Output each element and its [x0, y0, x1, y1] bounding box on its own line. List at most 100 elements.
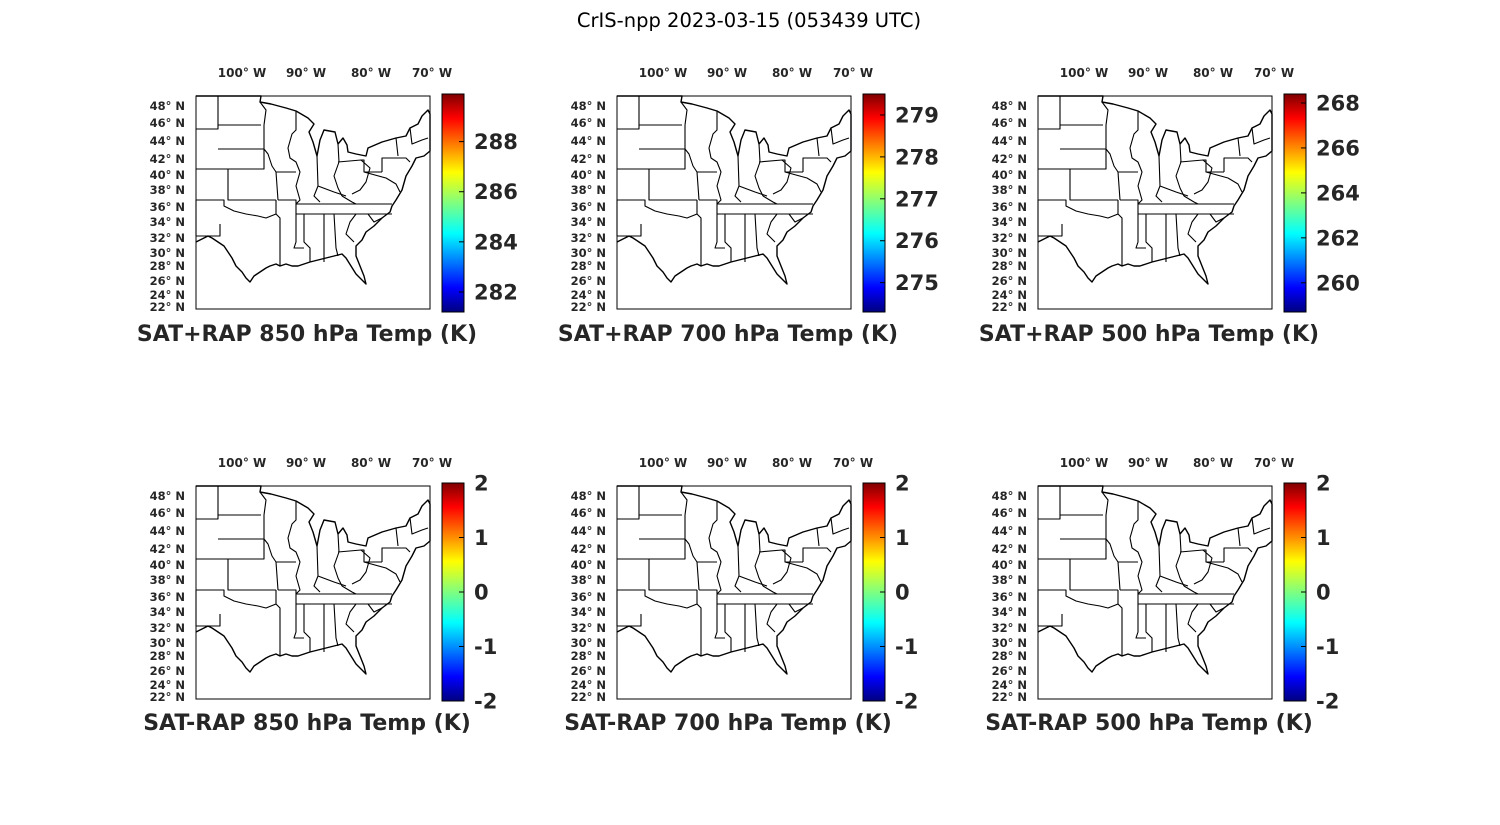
latitude-tick-label: 42° N: [992, 542, 1027, 556]
latitude-tick-label: 48° N: [150, 99, 185, 113]
latitude-tick-label: 44° N: [571, 134, 606, 148]
colorbar-tick-label: 286: [474, 180, 518, 204]
longitude-tick-label: 80° W: [1193, 456, 1233, 470]
latitude-tick-label: 40° N: [571, 168, 606, 182]
latitude-tick-label: 36° N: [992, 200, 1027, 214]
map-panel: 100° W 90° W 80° W 70° W 48° N 46° N 44° N 42° …: [137, 66, 518, 347]
latitude-tick-label: 24° N: [992, 288, 1027, 302]
colorbar-tick-label: 1: [895, 526, 910, 550]
longitude-tick-label: 100° W: [218, 66, 266, 80]
latitude-tick-label: 34° N: [571, 605, 606, 619]
colorbar-tick-label: 262: [1316, 226, 1360, 250]
latitude-tick-label: 48° N: [571, 489, 606, 503]
figure-title: CrIS-npp 2023-03-15 (053439 UTC): [577, 9, 921, 32]
latitude-tick-label: 34° N: [150, 605, 185, 619]
colorbar-tick-label: 1: [1316, 526, 1331, 550]
map-panel: 100° W 90° W 80° W 70° W 48° N 46° N 44° N 42° …: [979, 66, 1360, 347]
latitude-tick-label: 46° N: [150, 506, 185, 520]
latitude-tick-label: 24° N: [150, 288, 185, 302]
latitude-tick-label: 28° N: [571, 259, 606, 273]
map-frame: [1037, 95, 1273, 310]
colorbar-tick-label: 277: [895, 187, 939, 211]
latitude-tick-label: 32° N: [571, 621, 606, 635]
latitude-tick-label: 36° N: [571, 200, 606, 214]
colorbar: [862, 93, 886, 313]
longitude-tick-label: 80° W: [351, 66, 391, 80]
latitude-tick-label: 42° N: [992, 152, 1027, 166]
panel-title: SAT-RAP 700 hPa Temp (K): [564, 711, 892, 736]
latitude-tick-label: 36° N: [992, 590, 1027, 604]
map-frame: [616, 95, 852, 310]
panel-title: SAT-RAP 850 hPa Temp (K): [143, 711, 471, 736]
latitude-tick-label: 44° N: [150, 134, 185, 148]
latitude-tick-label: 38° N: [992, 573, 1027, 587]
latitude-tick-label: 30° N: [571, 636, 606, 650]
latitude-tick-label: 32° N: [150, 621, 185, 635]
latitude-tick-label: 40° N: [150, 558, 185, 572]
map-panel: 100° W 90° W 80° W 70° W 48° N 46° N 44° N 42° …: [564, 456, 918, 736]
longitude-tick-label: 100° W: [1060, 456, 1108, 470]
latitude-tick-label: 40° N: [571, 558, 606, 572]
colorbar-tick-label: -1: [474, 635, 497, 659]
colorbar-tick-label: 275: [895, 271, 939, 295]
panel-title: SAT+RAP 500 hPa Temp (K): [979, 322, 1319, 347]
latitude-tick-label: 44° N: [992, 134, 1027, 148]
latitude-tick-label: 36° N: [150, 200, 185, 214]
latitude-tick-label: 28° N: [992, 649, 1027, 663]
latitude-tick-label: 32° N: [150, 231, 185, 245]
colorbar-tick-label: 2: [474, 472, 489, 496]
longitude-tick-label: 90° W: [286, 456, 326, 470]
longitude-tick-label: 70° W: [412, 456, 452, 470]
colorbar-tick-label: 288: [474, 130, 518, 154]
latitude-tick-label: 46° N: [150, 116, 185, 130]
latitude-tick-label: 22° N: [150, 300, 185, 314]
longitude-tick-label: 70° W: [833, 66, 873, 80]
latitude-tick-label: 30° N: [992, 246, 1027, 260]
longitude-tick-label: 100° W: [639, 456, 687, 470]
colorbar-tick-label: 266: [1316, 136, 1360, 160]
map-panel: 100° W 90° W 80° W 70° W 48° N 46° N 44° N 42° …: [143, 456, 497, 736]
longitude-tick-label: 70° W: [1254, 66, 1294, 80]
longitude-tick-label: 100° W: [218, 456, 266, 470]
map-panel: 100° W 90° W 80° W 70° W 48° N 46° N 44° N 42° …: [985, 456, 1339, 736]
panel-title: SAT+RAP 850 hPa Temp (K): [137, 322, 477, 347]
latitude-tick-label: 36° N: [150, 590, 185, 604]
colorbar-tick-label: -1: [895, 635, 918, 659]
colorbar-tick-label: 268: [1316, 91, 1360, 115]
latitude-tick-label: 28° N: [571, 649, 606, 663]
longitude-tick-label: 80° W: [1193, 66, 1233, 80]
latitude-tick-label: 38° N: [992, 183, 1027, 197]
latitude-tick-label: 34° N: [150, 215, 185, 229]
latitude-tick-label: 26° N: [992, 274, 1027, 288]
longitude-tick-label: 80° W: [772, 66, 812, 80]
latitude-tick-label: 24° N: [992, 678, 1027, 692]
latitude-tick-label: 28° N: [992, 259, 1027, 273]
colorbar-tick-label: 0: [895, 581, 910, 605]
panel-title: SAT+RAP 700 hPa Temp (K): [558, 322, 898, 347]
latitude-tick-label: 32° N: [571, 231, 606, 245]
latitude-tick-label: 46° N: [571, 116, 606, 130]
latitude-tick-label: 42° N: [571, 542, 606, 556]
longitude-tick-label: 70° W: [1254, 456, 1294, 470]
longitude-tick-label: 90° W: [286, 66, 326, 80]
longitude-tick-label: 90° W: [707, 66, 747, 80]
latitude-tick-label: 44° N: [150, 524, 185, 538]
latitude-tick-label: 22° N: [571, 690, 606, 704]
latitude-tick-label: 48° N: [571, 99, 606, 113]
latitude-tick-label: 30° N: [150, 246, 185, 260]
latitude-tick-label: 48° N: [150, 489, 185, 503]
map-panel: 100° W 90° W 80° W 70° W 48° N 46° N 44° N 42° …: [558, 66, 939, 347]
latitude-tick-label: 38° N: [150, 573, 185, 587]
latitude-tick-label: 44° N: [992, 524, 1027, 538]
longitude-tick-label: 70° W: [412, 66, 452, 80]
latitude-tick-label: 28° N: [150, 649, 185, 663]
latitude-tick-label: 46° N: [571, 506, 606, 520]
latitude-tick-label: 22° N: [992, 300, 1027, 314]
latitude-tick-label: 26° N: [571, 274, 606, 288]
latitude-tick-label: 46° N: [992, 116, 1027, 130]
latitude-tick-label: 38° N: [571, 183, 606, 197]
colorbar-tick-label: -2: [895, 690, 918, 714]
colorbar-tick-label: 0: [1316, 581, 1331, 605]
latitude-tick-label: 24° N: [571, 678, 606, 692]
latitude-tick-label: 22° N: [150, 690, 185, 704]
